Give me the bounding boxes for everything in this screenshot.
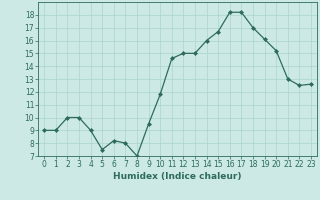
X-axis label: Humidex (Indice chaleur): Humidex (Indice chaleur): [113, 172, 242, 181]
